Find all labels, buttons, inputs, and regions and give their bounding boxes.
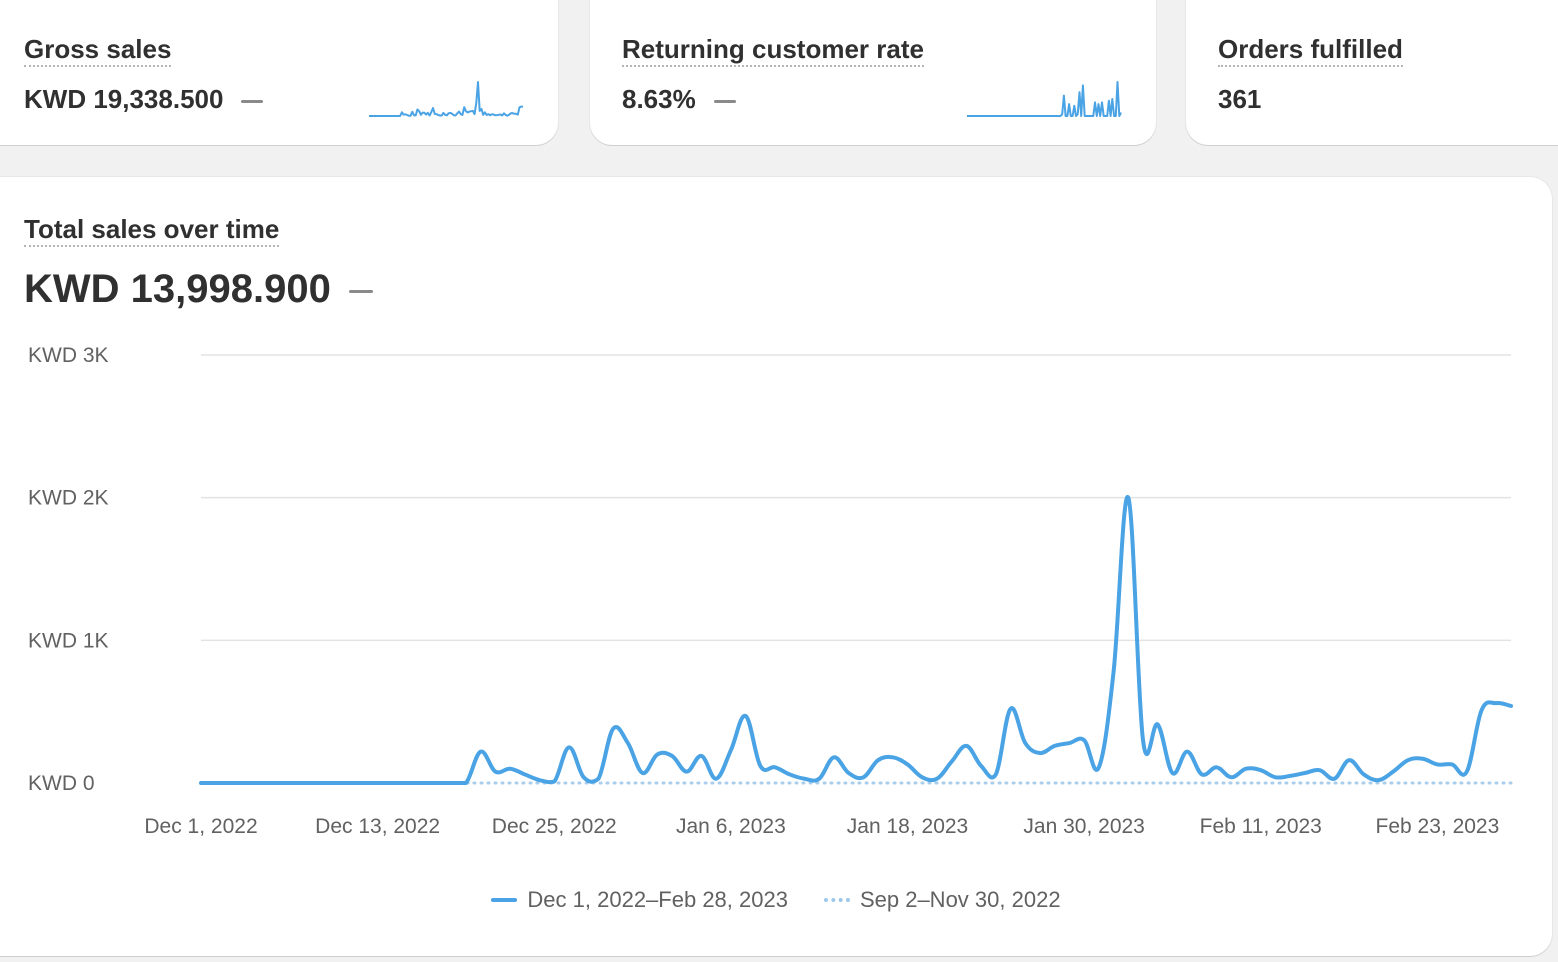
- trend-dash-icon: [241, 99, 264, 103]
- dotted-line-swatch-icon: [823, 898, 850, 902]
- metric-value: 8.63%: [622, 84, 736, 114]
- series-line-current[interactable]: [199, 495, 1513, 786]
- metric-value-text: 361: [1218, 84, 1262, 114]
- sparkline-chart: [369, 81, 524, 117]
- metric-title[interactable]: Returning customer rate: [622, 34, 924, 67]
- sparkline-path: [369, 81, 524, 117]
- metric-card-orders-fulfilled[interactable]: Orders fulfilled 361: [1186, 0, 1558, 145]
- y-tick-label: KWD 0: [28, 772, 95, 795]
- metric-title[interactable]: Gross sales: [24, 34, 172, 67]
- x-tick-label: Dec 1, 2022: [144, 815, 257, 838]
- x-tick-label: Jan 30, 2023: [1023, 815, 1144, 838]
- metric-value-text: KWD 19,338.500: [24, 84, 224, 114]
- x-tick-label: Feb 11, 2023: [1200, 815, 1322, 838]
- trend-dash-icon: [348, 289, 373, 293]
- metric-value: 361: [1218, 84, 1261, 114]
- total-sales-card: Total sales over time KWD 13,998.900 KWD…: [0, 177, 1552, 956]
- x-tick-label: Jan 18, 2023: [847, 815, 968, 838]
- legend-label: Sep 2–Nov 30, 2022: [859, 887, 1061, 912]
- sparkline-chart: [967, 81, 1122, 117]
- chart-legend: Dec 1, 2022–Feb 28, 2023 Sep 2–Nov 30, 2…: [0, 886, 1552, 914]
- legend-label: Dec 1, 2022–Feb 28, 2023: [527, 887, 788, 912]
- trend-dash-icon: [713, 99, 736, 103]
- metric-value-text: 8.63%: [622, 84, 696, 114]
- y-tick-label: KWD 2K: [28, 487, 109, 510]
- metric-value: KWD 19,338.500: [24, 84, 264, 114]
- sparkline-path: [967, 81, 1122, 117]
- metric-card-returning-customer-rate[interactable]: Returning customer rate 8.63%: [590, 0, 1156, 145]
- x-tick-label: Dec 25, 2022: [492, 815, 617, 838]
- solid-line-swatch-icon: [491, 898, 518, 902]
- total-sales-value-text: KWD 13,998.900: [24, 267, 331, 311]
- x-tick-label: Feb 23, 2023: [1376, 815, 1500, 838]
- metric-card-gross-sales[interactable]: Gross sales KWD 19,338.500: [0, 0, 558, 145]
- legend-item-current[interactable]: Dec 1, 2022–Feb 28, 2023: [491, 886, 788, 914]
- y-tick-label: KWD 3K: [28, 344, 109, 367]
- metric-title[interactable]: Orders fulfilled: [1218, 34, 1403, 67]
- y-tick-label: KWD 1K: [28, 629, 109, 652]
- legend-item-previous[interactable]: Sep 2–Nov 30, 2022: [823, 886, 1061, 914]
- chart-title[interactable]: Total sales over time: [24, 214, 280, 247]
- x-tick-label: Jan 6, 2023: [676, 815, 786, 838]
- x-tick-label: Dec 13, 2022: [315, 815, 440, 838]
- total-sales-value: KWD 13,998.900: [24, 266, 373, 312]
